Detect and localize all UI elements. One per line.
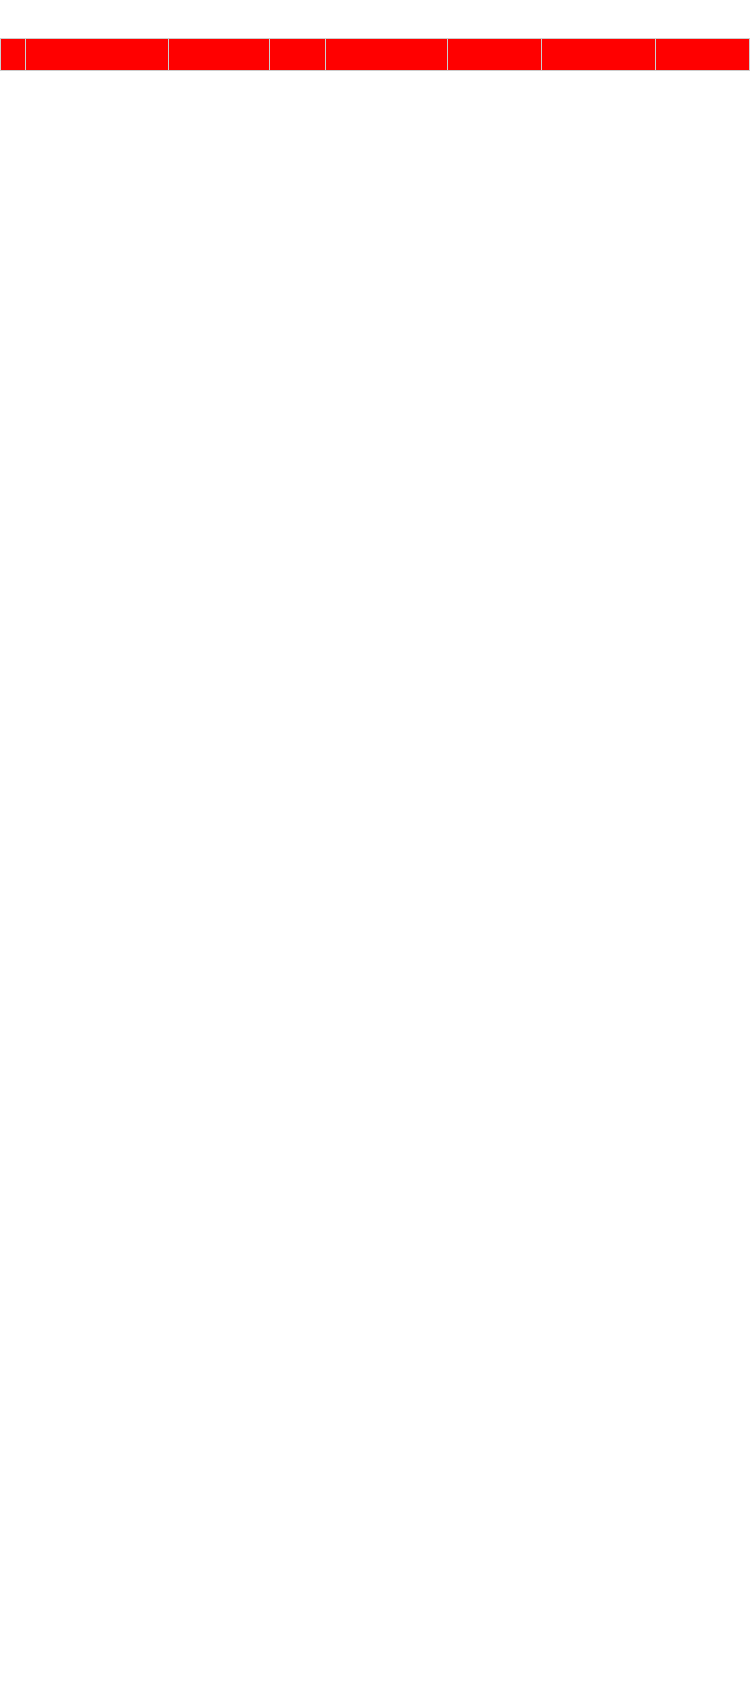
footnotes <box>0 71 750 91</box>
head-product <box>26 39 169 71</box>
head-warranty <box>655 39 749 71</box>
head-capacity <box>326 39 448 71</box>
page-title <box>0 0 750 26</box>
head-protect <box>542 39 655 71</box>
head-speed <box>447 39 541 71</box>
head-desc <box>168 39 269 71</box>
head-color <box>269 39 326 71</box>
comparison-table <box>0 38 750 71</box>
head-cat <box>1 39 26 71</box>
intro-text <box>0 26 750 38</box>
table-header-row <box>1 39 750 71</box>
